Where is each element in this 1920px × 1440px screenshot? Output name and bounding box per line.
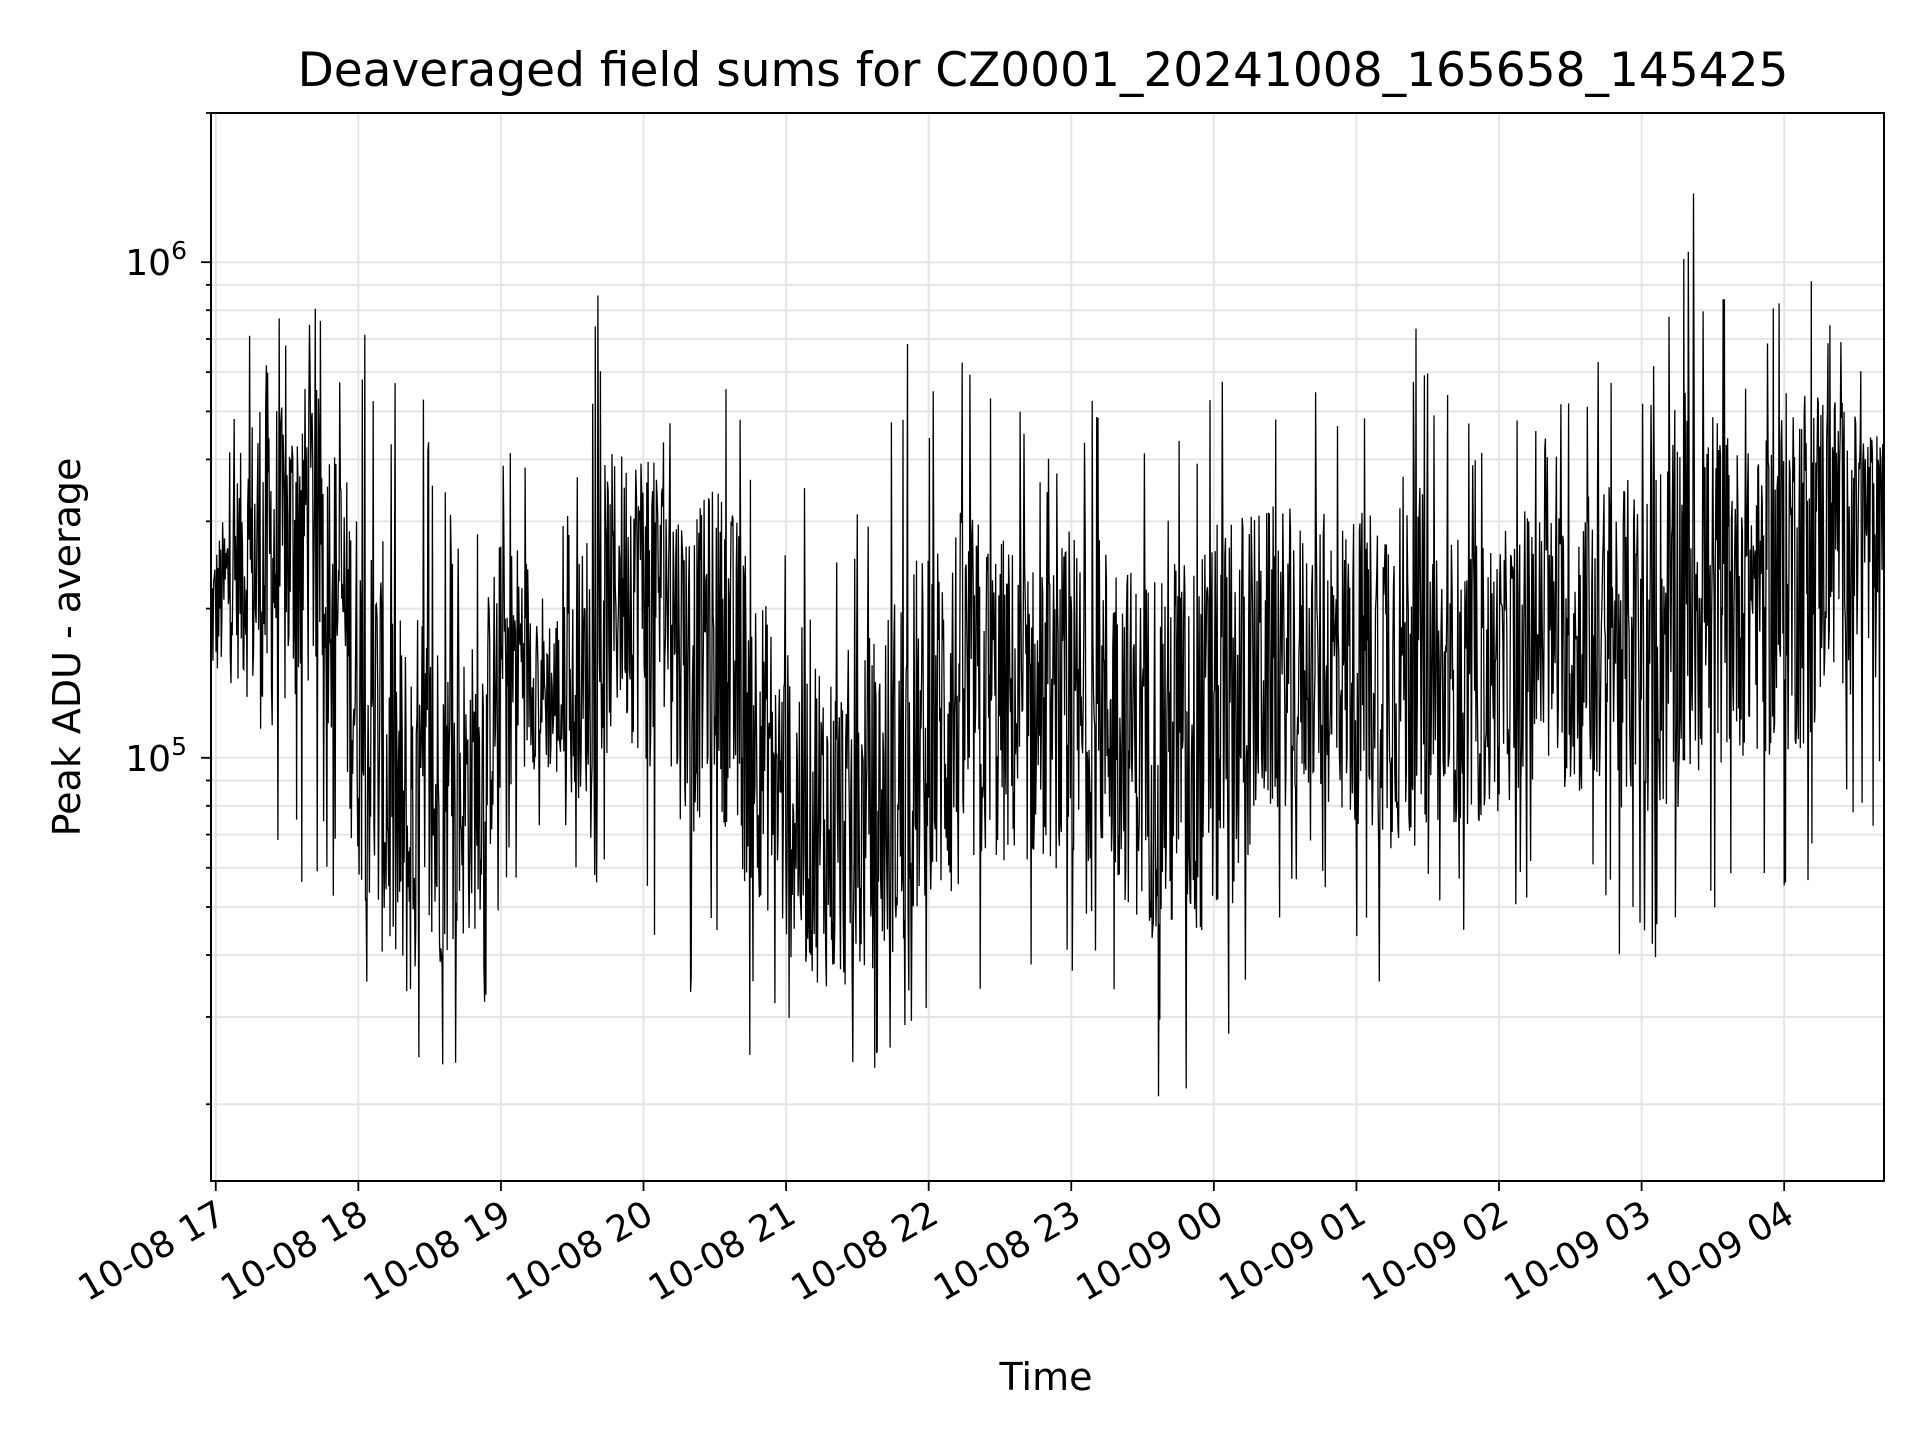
y-tick-exponent: 6 — [171, 236, 187, 265]
chart-title: Deaveraged field sums for CZ0001_2024100… — [298, 43, 1789, 98]
y-tick-exponent: 5 — [171, 732, 187, 761]
x-axis-label: Time — [999, 1355, 1093, 1399]
y-tick-label: 106 — [125, 236, 187, 284]
series-layer — [210, 193, 1885, 1097]
y-tick-label: 105 — [125, 732, 187, 780]
series-line — [210, 193, 1885, 1097]
y-axis-label: Peak ADU - average — [45, 458, 89, 837]
y-tick-base: 10 — [125, 243, 171, 284]
y-tick-base: 10 — [125, 739, 171, 780]
plot-frame — [210, 112, 1885, 1182]
